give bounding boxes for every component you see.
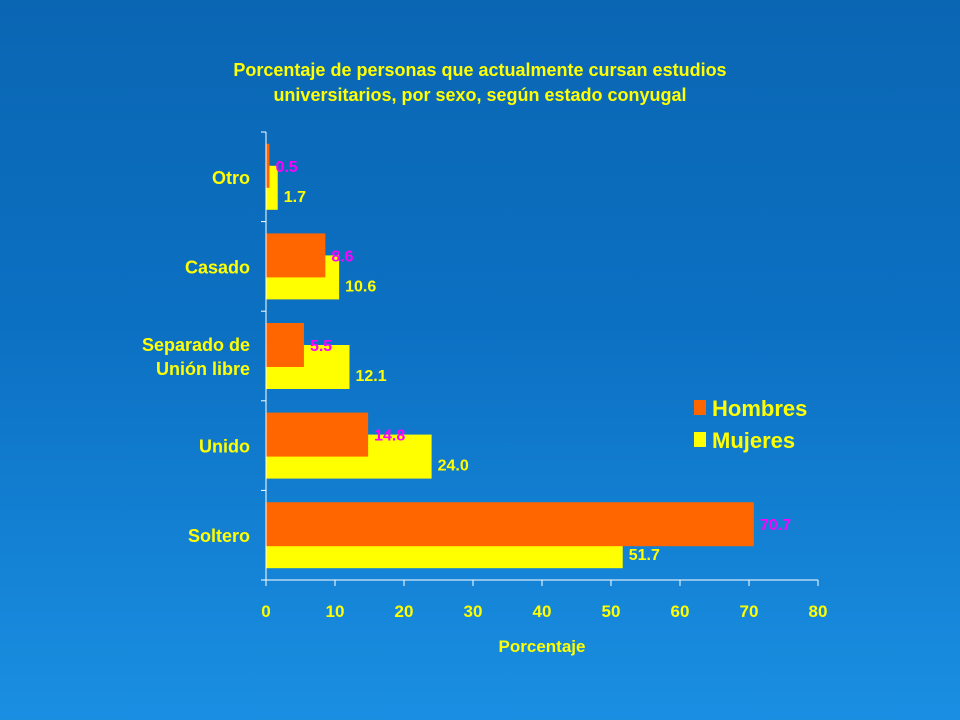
legend-swatch-mujeres [694, 432, 706, 447]
data-label-mujeres: 51.7 [629, 547, 660, 564]
data-label-mujeres: 24.0 [438, 458, 469, 475]
data-label-hombres: 8.6 [331, 248, 353, 265]
bar-hombres [266, 143, 270, 188]
data-label-hombres: 14.8 [374, 428, 405, 445]
category-label: Unión libre [156, 359, 250, 379]
category-label: Casado [185, 257, 250, 277]
x-tick-label: 40 [533, 602, 552, 621]
bar-hombres [266, 233, 326, 278]
chart-title-line-2: universitarios, por sexo, según estado c… [273, 85, 687, 105]
bar-hombres [266, 502, 754, 547]
category-label: Separado de [142, 335, 250, 355]
x-tick-label: 0 [261, 602, 270, 621]
data-label-mujeres: 12.1 [355, 368, 386, 385]
x-tick-label: 70 [740, 602, 759, 621]
x-tick-label: 50 [602, 602, 621, 621]
bar-hombres [266, 323, 304, 367]
x-tick-label: 20 [395, 602, 414, 621]
x-axis-label: Porcentaje [499, 637, 586, 656]
legend-swatch-hombres [694, 400, 706, 415]
category-label: Unido [199, 437, 250, 457]
x-tick-label: 30 [464, 602, 483, 621]
bar-hombres [266, 412, 369, 457]
legend-label-hombres: Hombres [712, 396, 807, 421]
data-label-mujeres: 10.6 [345, 278, 376, 295]
data-label-hombres: 5.5 [310, 338, 332, 355]
chart-title-line-1: Porcentaje de personas que actualmente c… [233, 60, 727, 80]
category-label: Soltero [188, 526, 250, 546]
x-tick-label: 10 [326, 602, 345, 621]
x-tick-label: 60 [671, 602, 690, 621]
data-label-mujeres: 1.7 [284, 189, 306, 206]
x-tick-label: 80 [809, 602, 828, 621]
data-label-hombres: 70.7 [760, 517, 791, 534]
legend-label-mujeres: Mujeres [712, 428, 795, 453]
data-label-hombres: 0.5 [275, 159, 297, 176]
bar-mujeres [266, 165, 278, 210]
category-label: Otro [212, 168, 250, 188]
